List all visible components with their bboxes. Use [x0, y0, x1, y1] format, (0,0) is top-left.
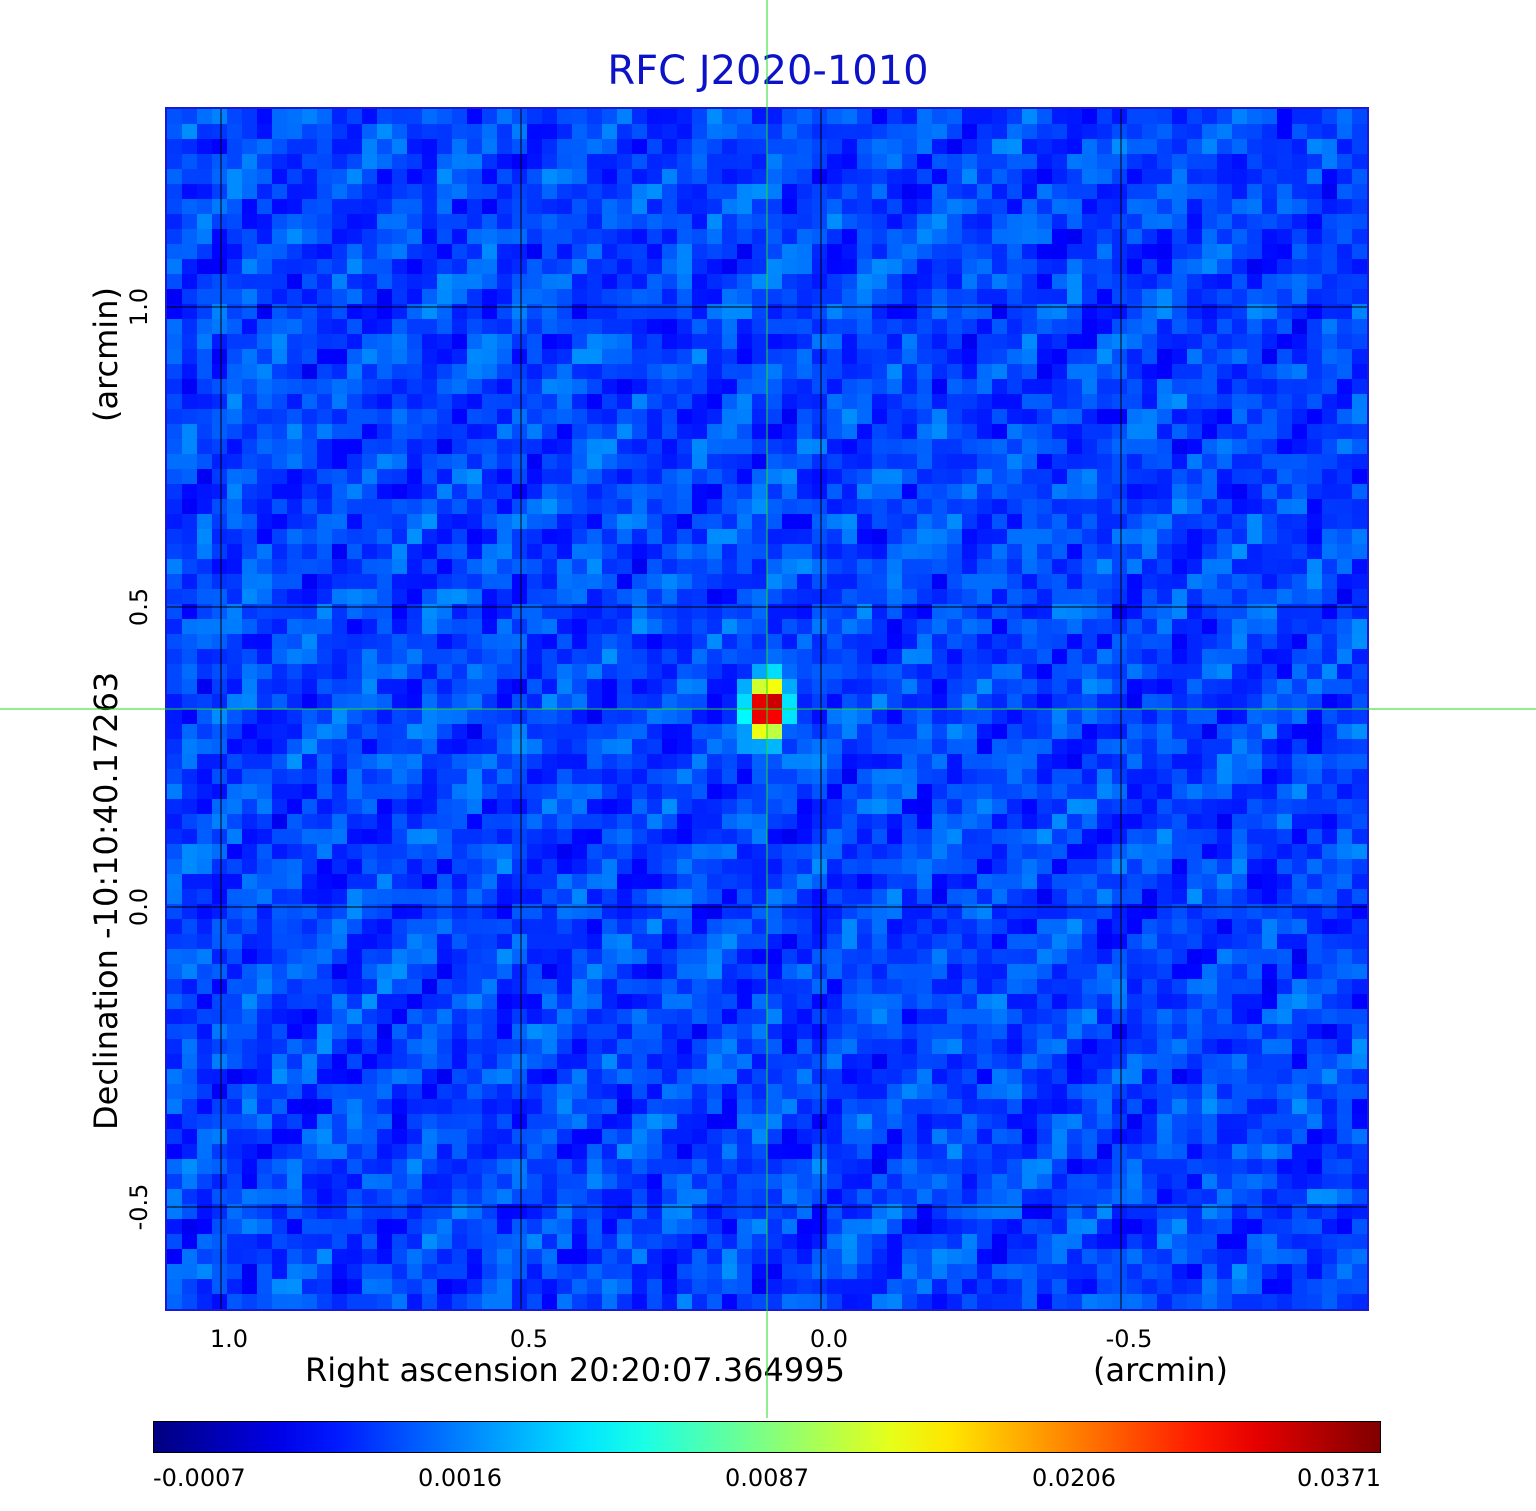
y-axis-label: Declination -10:10:40.17263	[87, 672, 125, 1130]
x-tick-label: 0.5	[510, 1325, 548, 1353]
chart-title: RFC J2020-1010	[607, 48, 929, 94]
colorbar	[153, 1421, 1381, 1453]
colorbar-tick-label: 0.0016	[418, 1464, 502, 1492]
y-axis-unit: (arcmin)	[87, 287, 125, 422]
colorbar-tick-label: -0.0007	[153, 1464, 246, 1492]
colorbar-tick-labels: -0.0007 0.0016 0.0087 0.0206 0.0371	[153, 1464, 1381, 1492]
colorbar-tick-label: 0.0206	[1032, 1464, 1116, 1492]
y-tick-labels: 1.0 0.5 0.0 -0.5	[125, 288, 153, 1231]
y-tick-label: -0.5	[125, 1184, 153, 1231]
x-tick-label: 0.0	[810, 1325, 848, 1353]
intensity-image	[167, 109, 1367, 1309]
colorbar-tick-label: 0.0087	[725, 1464, 809, 1492]
y-tick-label: 0.0	[125, 888, 153, 926]
y-tick-label: 1.0	[125, 288, 153, 326]
x-tick-label: 1.0	[210, 1325, 248, 1353]
x-axis-label: Right ascension 20:20:07.364995	[305, 1351, 845, 1389]
x-axis-unit: (arcmin)	[1093, 1351, 1228, 1389]
x-tick-label: -0.5	[1106, 1325, 1153, 1353]
y-tick-label: 0.5	[125, 588, 153, 626]
sky-map[interactable]	[165, 107, 1369, 1311]
colorbar-tick-label: 0.0371	[1297, 1464, 1381, 1492]
x-tick-labels: 1.0 0.5 0.0 -0.5	[210, 1325, 1153, 1353]
